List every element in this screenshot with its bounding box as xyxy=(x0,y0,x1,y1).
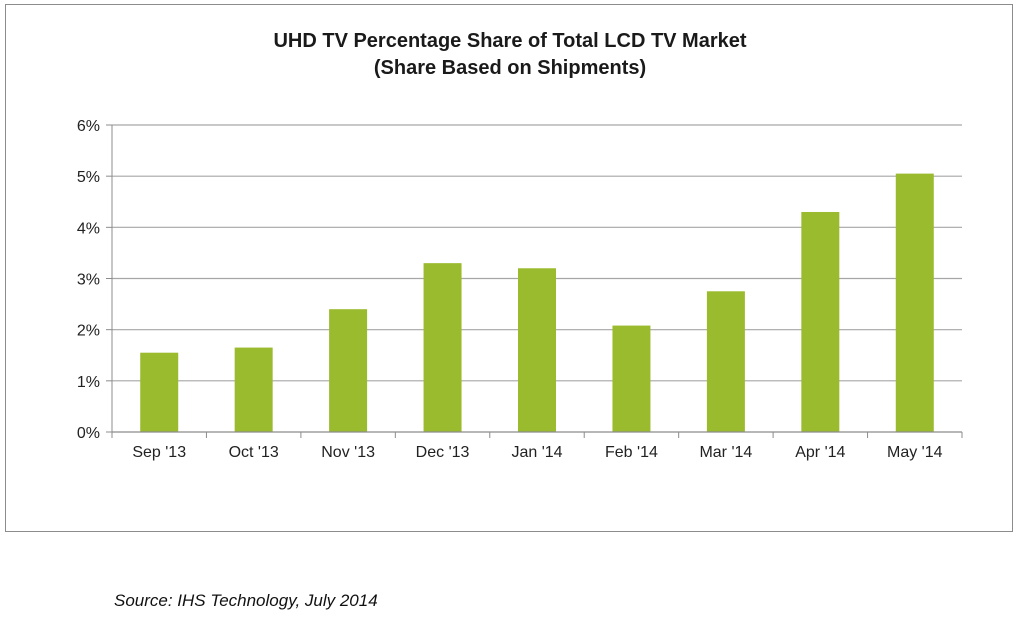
bar xyxy=(423,263,462,432)
bar xyxy=(234,347,273,432)
bar xyxy=(329,309,368,432)
y-tick-label: 1% xyxy=(77,374,100,391)
y-tick-label: 6% xyxy=(77,118,100,135)
y-tick-label: 4% xyxy=(77,220,100,237)
x-tick-label: Apr '14 xyxy=(795,444,845,461)
bar xyxy=(801,211,840,432)
y-tick-label: 2% xyxy=(77,323,100,340)
chart-title: UHD TV Percentage Share of Total LCD TV … xyxy=(6,28,1014,82)
y-tick-label: 0% xyxy=(77,425,100,442)
y-tick-label: 3% xyxy=(77,272,100,289)
bar xyxy=(612,325,651,432)
x-tick-label: Oct '13 xyxy=(229,444,279,461)
x-tick-label: Nov '13 xyxy=(321,444,375,461)
x-tick-label: Mar '14 xyxy=(699,444,752,461)
chart-frame: UHD TV Percentage Share of Total LCD TV … xyxy=(5,4,1013,532)
bar xyxy=(518,268,556,432)
x-tick-label: Feb '14 xyxy=(605,444,658,461)
x-tick-label: Jan '14 xyxy=(511,444,562,461)
x-tick-label: Sep '13 xyxy=(132,444,186,461)
source-note: Source: IHS Technology, July 2014 xyxy=(114,591,378,610)
bar xyxy=(140,352,179,432)
x-tick-label: May '14 xyxy=(887,444,943,461)
chart-title-line-1: UHD TV Percentage Share of Total LCD TV … xyxy=(273,30,747,52)
x-tick-label: Dec '13 xyxy=(416,444,470,461)
bar xyxy=(706,291,745,432)
y-tick-label: 5% xyxy=(77,169,100,186)
chart-title-line-2: (Share Based on Shipments) xyxy=(373,57,647,79)
bar xyxy=(895,173,934,432)
